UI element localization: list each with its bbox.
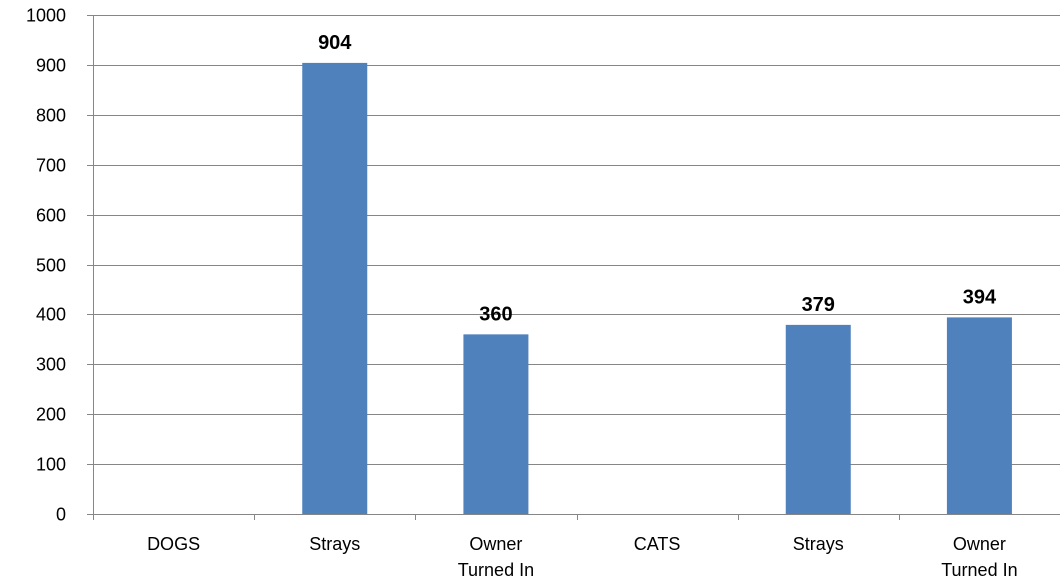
y-tick-label: 500 — [36, 256, 66, 276]
y-tick-label: 300 — [36, 355, 66, 375]
x-tick-label: Strays — [309, 534, 360, 554]
data-label: 394 — [963, 286, 997, 308]
bar — [302, 62, 368, 515]
y-tick-label: 200 — [36, 405, 66, 425]
data-label: 904 — [318, 32, 352, 54]
y-tick-label: 0 — [56, 505, 66, 525]
data-label: 379 — [802, 294, 835, 316]
bar — [463, 334, 529, 514]
labels: 0 100 200 300 400 500 600 700 800 900 1000 DOGS 904 S… — [26, 6, 1018, 579]
y-tick-label: 1000 — [26, 6, 66, 26]
bar — [785, 324, 851, 514]
y-tick-label: 800 — [36, 106, 66, 126]
bars — [302, 62, 1012, 515]
x-tick-label: Turned In — [941, 560, 1017, 579]
y-tick-label: 900 — [36, 56, 66, 76]
x-tick-label: Strays — [793, 534, 844, 554]
gridlines — [93, 15, 1060, 465]
x-tick-label: Owner — [953, 534, 1006, 554]
axes — [87, 15, 1060, 520]
data-label: 360 — [479, 303, 512, 325]
x-tick-label: Turned In — [458, 560, 534, 579]
x-tick-label: Owner — [469, 534, 522, 554]
x-tick-label: CATS — [634, 534, 681, 554]
y-tick-label: 100 — [36, 455, 66, 475]
bar — [946, 317, 1012, 514]
y-tick-label: 600 — [36, 206, 66, 226]
x-tick-label: DOGS — [147, 534, 200, 554]
y-tick-label: 700 — [36, 156, 66, 176]
y-tick-label: 400 — [36, 305, 66, 325]
